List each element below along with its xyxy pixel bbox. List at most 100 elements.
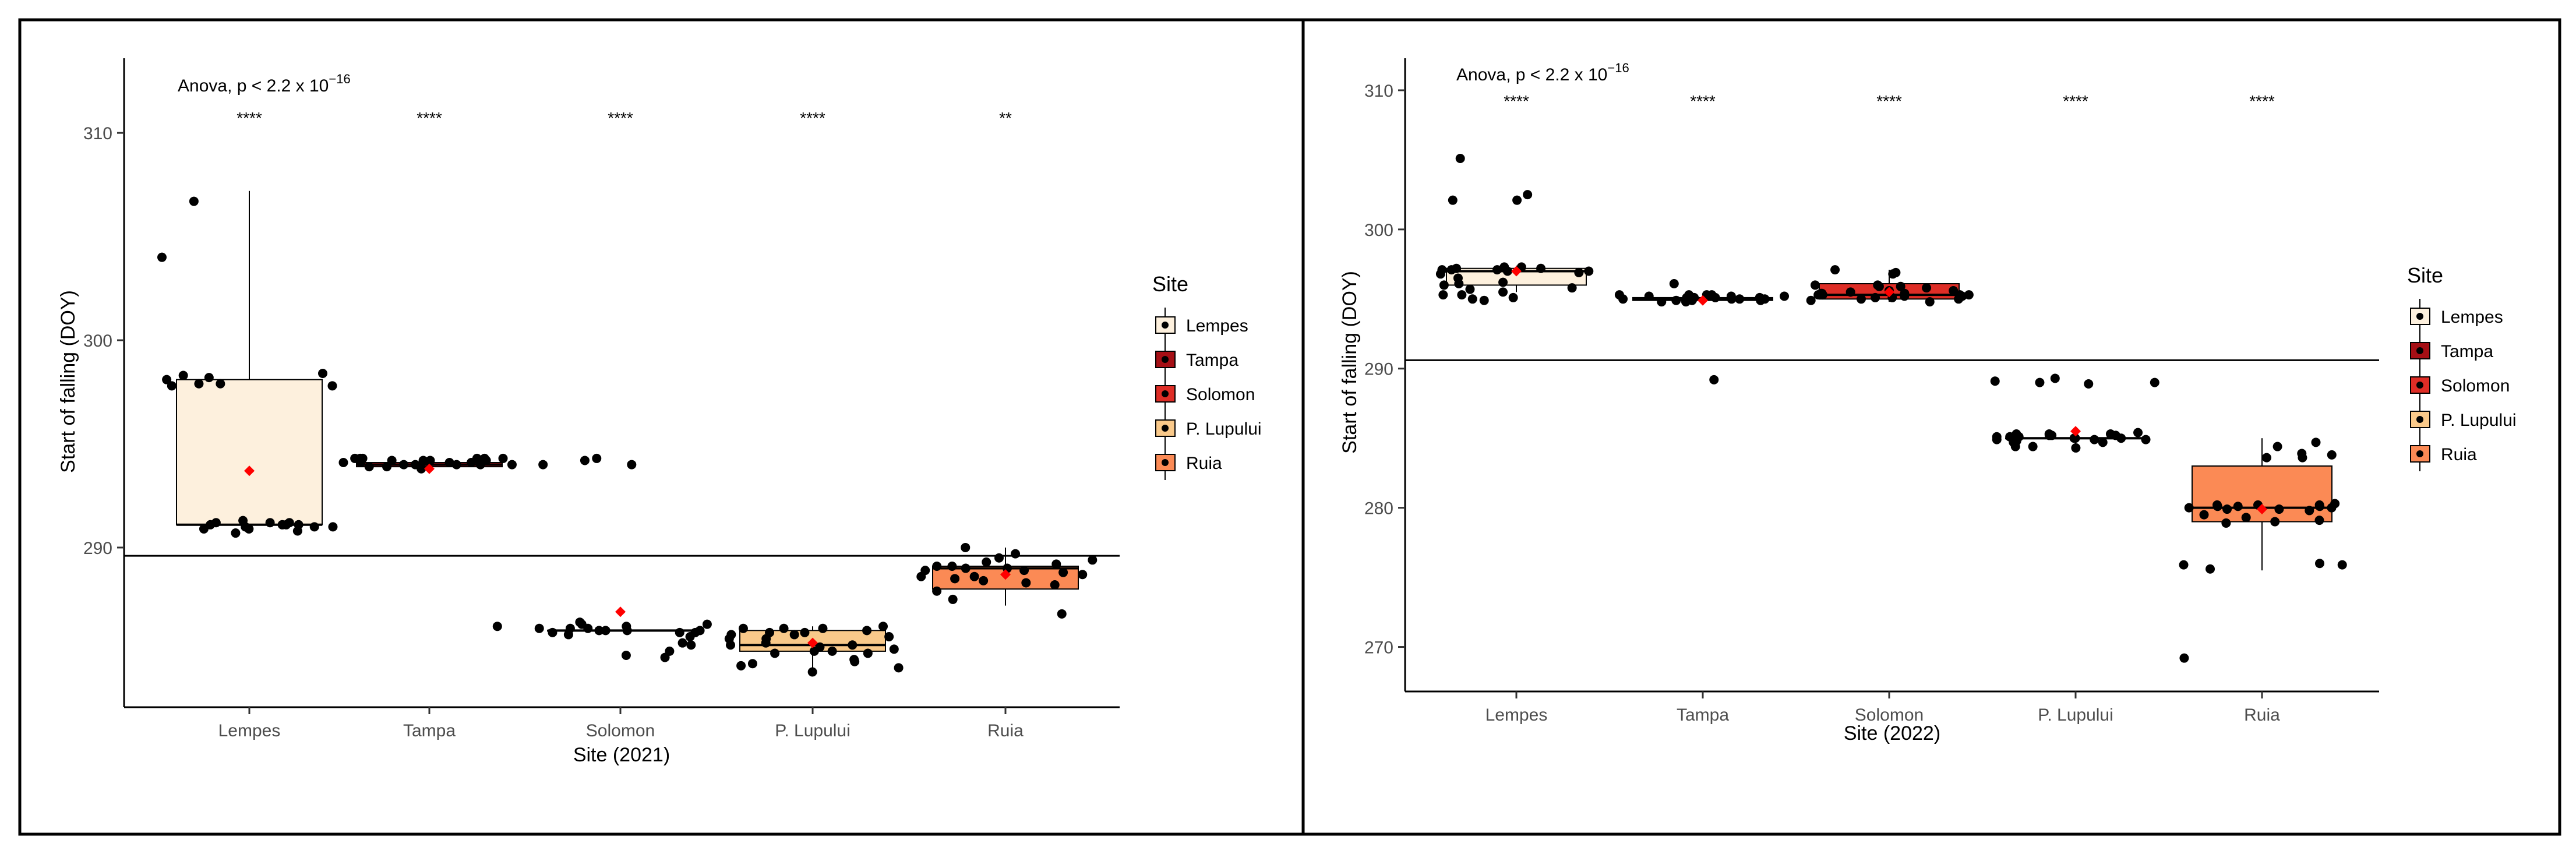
data-point — [1508, 292, 1518, 302]
data-point — [2274, 504, 2284, 514]
data-point — [807, 667, 817, 677]
data-point — [507, 460, 517, 470]
y-axis-title: Start of falling (DOY) — [1339, 271, 1361, 454]
legend-item-solomon: Solomon — [2410, 368, 2510, 403]
data-point — [2305, 506, 2314, 516]
data-point — [492, 622, 502, 631]
significance-label: **** — [1690, 92, 1716, 110]
data-point — [1050, 580, 1060, 590]
data-point — [1888, 269, 1898, 279]
data-point — [199, 524, 209, 534]
data-point — [1498, 277, 1508, 287]
data-point — [2221, 518, 2231, 528]
data-point — [1896, 281, 1905, 291]
legend-key-point — [2416, 313, 2423, 320]
data-point — [982, 557, 991, 567]
data-point — [779, 623, 789, 633]
data-point — [2098, 437, 2108, 447]
data-point — [592, 453, 602, 463]
data-point — [2070, 433, 2080, 443]
legend-key-point — [1162, 322, 1169, 329]
data-point — [969, 571, 979, 581]
data-point — [1990, 376, 2000, 386]
data-point — [675, 627, 684, 637]
mean-marker — [1884, 287, 1894, 298]
data-point — [2179, 560, 2189, 570]
data-point — [702, 619, 712, 629]
significance-label: **** — [237, 109, 262, 127]
legend-label: Solomon — [2441, 376, 2510, 396]
data-point — [2297, 449, 2307, 458]
data-point — [338, 458, 348, 468]
data-point — [1454, 279, 1464, 289]
legend-label: Tampa — [1186, 351, 1238, 370]
data-point — [204, 373, 214, 383]
data-point — [789, 630, 799, 640]
data-point — [399, 460, 409, 470]
data-point — [2270, 517, 2280, 527]
data-point — [1457, 290, 1467, 300]
data-point — [809, 646, 819, 656]
legend-key-point — [2416, 382, 2423, 389]
y-tick-label: 310 — [83, 124, 112, 143]
significance-label: **** — [2063, 92, 2088, 110]
data-point — [1502, 266, 1512, 276]
y-axis-title: Start of falling (DOY) — [57, 290, 79, 473]
legend-key-point — [2416, 347, 2423, 354]
data-point — [425, 456, 435, 465]
data-point — [848, 640, 858, 650]
data-point — [417, 464, 426, 474]
data-point — [690, 627, 700, 637]
data-point — [1523, 190, 1533, 200]
significance-label: **** — [1876, 92, 1902, 110]
legend-key-point — [2416, 450, 2423, 457]
data-point — [1574, 267, 1584, 277]
data-point — [162, 375, 172, 384]
x-tick-label: Tampa — [1677, 705, 1729, 725]
data-point — [1925, 297, 1935, 307]
data-point — [1512, 195, 1522, 205]
legend-label: Ruia — [1186, 454, 1222, 473]
data-point — [1689, 292, 1699, 302]
legend-key-box — [2410, 445, 2430, 463]
x-tick-label: Tampa — [403, 721, 456, 740]
data-point — [418, 456, 428, 465]
data-point — [2241, 513, 2251, 523]
mean-marker — [2070, 426, 2081, 437]
legend-label: Ruia — [2441, 445, 2477, 464]
data-point — [2311, 437, 2321, 447]
data-point — [2222, 504, 2232, 514]
legend-key-point — [1162, 356, 1169, 363]
data-point — [2184, 503, 2194, 513]
legend-label: Tampa — [2441, 342, 2493, 361]
data-point — [894, 663, 904, 673]
data-point — [2105, 429, 2115, 439]
data-point — [594, 626, 604, 636]
data-point — [1671, 295, 1681, 305]
data-point — [364, 462, 374, 472]
data-point — [2212, 502, 2222, 511]
data-point — [327, 381, 337, 391]
data-point — [1922, 283, 1932, 293]
data-point — [2179, 653, 2189, 663]
data-point — [850, 657, 860, 666]
data-point — [1058, 567, 1068, 577]
anova-annotation: Anova, p < 2.2 x 10−16 — [178, 72, 351, 96]
legend-2022: Site Lempes Tampa Solomon P. Lupului Ruia — [2407, 263, 2517, 471]
data-point — [770, 648, 780, 658]
mean-marker — [807, 637, 818, 648]
mean-marker — [1698, 295, 1708, 306]
data-point — [2050, 373, 2060, 383]
data-point — [1051, 559, 1061, 569]
data-point — [660, 652, 670, 662]
significance-label: **** — [417, 109, 442, 127]
data-point — [1992, 432, 2002, 442]
data-point — [2116, 433, 2126, 443]
data-point — [231, 528, 241, 538]
data-point — [2090, 435, 2099, 444]
data-point — [1856, 294, 1866, 304]
x-axis-title: Site (2021) — [573, 744, 670, 766]
figure-frame — [18, 18, 2561, 836]
data-point — [1435, 269, 1445, 279]
data-point — [538, 460, 548, 470]
